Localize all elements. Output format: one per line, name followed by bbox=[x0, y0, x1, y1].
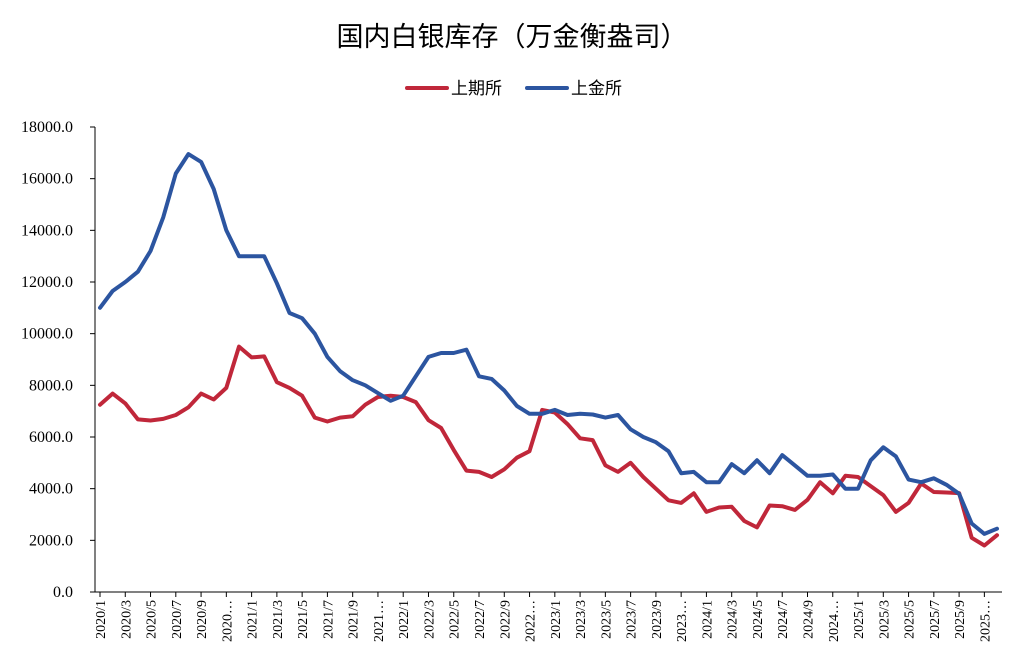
series-line-sge bbox=[98, 152, 999, 536]
x-tick-label: 2020… bbox=[220, 600, 235, 642]
x-tick-label: 2020/3 bbox=[119, 600, 134, 639]
y-tick-label: 16000.0 bbox=[21, 171, 73, 188]
series-group bbox=[98, 152, 999, 548]
x-tick-label: 2023/7 bbox=[625, 600, 640, 639]
x-tick-label: 2024/1 bbox=[700, 600, 715, 639]
x-tick-label: 2025/5 bbox=[903, 600, 918, 639]
x-tick-label: 2024/9 bbox=[801, 600, 816, 639]
y-tick-label: 4000.0 bbox=[29, 481, 73, 498]
x-tick-label: 2020/1 bbox=[94, 600, 109, 639]
x-tick-label: 2021/1 bbox=[246, 600, 261, 639]
x-tick-label: 2023/5 bbox=[599, 600, 614, 639]
x-tick-label: 2020/5 bbox=[145, 600, 160, 639]
axes: 0.0 2000.0 4000.0 6000.0 8000.0 10000.0 12000.… bbox=[21, 119, 1002, 642]
x-tick-label: 2023/9 bbox=[650, 600, 665, 639]
y-tick-label: 12000.0 bbox=[21, 274, 73, 291]
x-tick-label: 2021/9 bbox=[347, 600, 362, 639]
legend: 上期所 上金所 bbox=[405, 79, 622, 99]
y-tick-label: 0.0 bbox=[53, 584, 73, 601]
x-tick-label: 2020/9 bbox=[195, 600, 210, 639]
x-tick-label: 2021/3 bbox=[271, 600, 286, 639]
x-tick-label: 2021/7 bbox=[321, 600, 336, 639]
y-tick-label: 10000.0 bbox=[21, 326, 73, 343]
x-tick-label: 2023/1 bbox=[549, 600, 564, 639]
series-line-shfe bbox=[98, 344, 999, 548]
x-tick-label: 2025… bbox=[978, 600, 993, 642]
x-tick-label: 2021… bbox=[372, 600, 387, 642]
x-tick-label: 2025/3 bbox=[877, 600, 892, 639]
x-tick-label: 2022/7 bbox=[473, 600, 488, 639]
y-tick-label: 8000.0 bbox=[29, 377, 73, 394]
x-tick-label: 2025/1 bbox=[852, 600, 867, 639]
y-tick-label: 14000.0 bbox=[21, 222, 73, 239]
x-tick-label: 2022… bbox=[524, 600, 539, 642]
x-tick-label: 2024/5 bbox=[751, 600, 766, 639]
x-tick-label: 2023… bbox=[675, 600, 690, 642]
x-tick-label: 2023/3 bbox=[574, 600, 589, 639]
x-tick-label: 2024/7 bbox=[776, 600, 791, 639]
y-tick-label: 18000.0 bbox=[21, 119, 73, 136]
x-tick-label: 2021/5 bbox=[296, 600, 311, 639]
x-tick-label: 2024/3 bbox=[726, 600, 741, 639]
x-tick-label: 2022/9 bbox=[498, 600, 513, 639]
y-tick-label: 2000.0 bbox=[29, 532, 73, 549]
x-tick-label: 2022/1 bbox=[397, 600, 412, 639]
y-tick-label: 6000.0 bbox=[29, 429, 73, 446]
chart-title: 国内白银库存（万金衡盎司） bbox=[337, 22, 688, 53]
legend-label-shfe: 上期所 bbox=[451, 79, 502, 99]
x-tick-label: 2020/7 bbox=[170, 600, 185, 639]
x-tick-label: 2022/3 bbox=[422, 600, 437, 639]
x-tick-label: 2024… bbox=[827, 600, 842, 642]
x-tick-label: 2025/9 bbox=[953, 600, 968, 639]
legend-label-sge: 上金所 bbox=[571, 79, 622, 99]
x-tick-label: 2022/5 bbox=[448, 600, 463, 639]
x-tick-label: 2025/7 bbox=[928, 600, 943, 639]
